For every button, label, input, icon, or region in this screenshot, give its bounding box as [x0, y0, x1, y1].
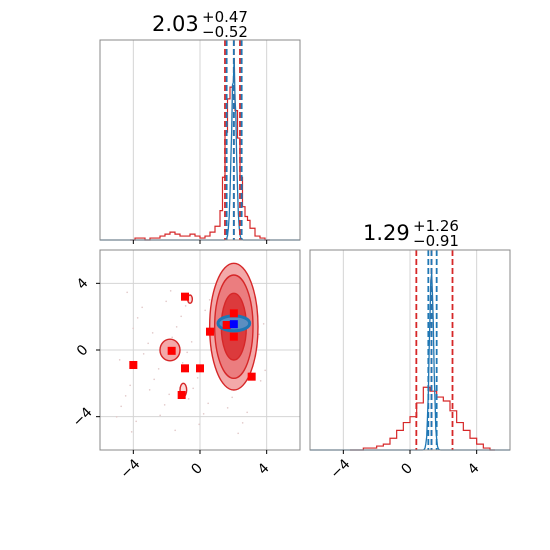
scatter-point — [163, 404, 166, 406]
scatter-point — [142, 353, 145, 355]
scatter-point — [124, 395, 127, 397]
red-square-marker — [129, 361, 138, 369]
red-square-marker — [196, 364, 204, 373]
red-square-marker — [177, 391, 186, 399]
red-step-histogram — [350, 386, 495, 451]
scatter-point — [135, 420, 137, 423]
param1-title-upper: +0.47 — [202, 8, 248, 26]
scatter-point — [136, 317, 139, 319]
red-square-marker — [222, 321, 231, 329]
scatter-point — [118, 359, 121, 361]
scatter-point — [153, 378, 155, 381]
scatter-point — [141, 306, 143, 309]
blue-center-marker — [229, 320, 238, 329]
scatter-point — [186, 351, 188, 354]
param2-x-tick-label: 4 — [465, 460, 483, 478]
scatter-point — [129, 384, 131, 387]
param2-histogram-panel — [309, 249, 511, 454]
scatter-point — [262, 323, 265, 325]
scatter-point — [204, 309, 206, 312]
scatter-point — [147, 342, 149, 345]
red-square-marker — [229, 332, 238, 341]
scatter-point — [259, 380, 262, 382]
scatter-point — [168, 393, 170, 396]
param2-title-upper: +1.26 — [413, 217, 459, 235]
scatter-point — [190, 341, 193, 343]
scatter-point — [171, 336, 173, 339]
param2-x-tick-label: −4 — [328, 456, 354, 482]
scatter-point — [241, 422, 244, 424]
scatter-point — [130, 431, 133, 433]
scatter-point — [120, 405, 122, 408]
scatter-point — [148, 389, 151, 391]
param1-title: 2.03 — [152, 12, 199, 36]
joint-x-tick-label: 4 — [255, 460, 273, 478]
scatter-point — [264, 369, 266, 372]
param2-x-tick-label: 0 — [398, 460, 416, 478]
joint-y-tick-label: 4 — [74, 275, 92, 293]
param1-median: 2.03 — [152, 12, 199, 36]
scatter-point — [187, 398, 190, 400]
param2-median: 1.29 — [363, 221, 410, 245]
tick-labels: −4 −4 −4 0 0 0 4 4 4 — [70, 275, 483, 482]
scatter-point — [192, 387, 194, 390]
scatter-point — [226, 407, 229, 409]
scatter-point — [165, 300, 167, 303]
scatter-point — [169, 290, 172, 292]
scatter-point — [126, 291, 128, 294]
red-square-marker — [167, 346, 176, 355]
scatter-point — [115, 416, 118, 418]
scatter-point — [258, 333, 260, 336]
scatter-point — [180, 315, 182, 318]
scatter-point — [196, 377, 199, 379]
scatter-point — [208, 299, 211, 301]
scatter-point — [198, 423, 200, 426]
joint-y-tick-label: −4 — [70, 404, 96, 430]
scatter-point — [207, 402, 209, 405]
red-square-marker — [181, 364, 189, 373]
param1-histogram-panel — [99, 39, 301, 244]
scatter-point — [246, 411, 248, 414]
param2-title-lower: −0.91 — [413, 232, 459, 250]
joint-x-tick-label: −4 — [118, 456, 144, 482]
joint-y-tick-label: 0 — [74, 342, 92, 360]
red-square-marker — [229, 309, 238, 318]
scatter-point — [174, 429, 176, 432]
scatter-point — [157, 368, 160, 370]
red-step-histogram — [130, 86, 270, 241]
scatter-point — [231, 396, 233, 399]
scatter-point — [202, 413, 205, 415]
scatter-point — [237, 432, 239, 435]
joint-2d-panel — [96, 249, 301, 454]
param2-title: 1.29 — [363, 221, 410, 245]
scatter-point — [181, 362, 184, 364]
scatter-point — [175, 326, 178, 328]
red-square-marker — [247, 372, 256, 381]
scatter-point — [159, 414, 161, 417]
red-square-marker — [206, 327, 214, 336]
scatter-point — [132, 327, 134, 330]
scatter-point — [184, 305, 187, 307]
param1-title-lower: −0.52 — [202, 23, 248, 41]
scatter-point — [151, 332, 154, 334]
red-square-marker — [181, 292, 189, 301]
joint-x-tick-label: 0 — [188, 460, 206, 478]
